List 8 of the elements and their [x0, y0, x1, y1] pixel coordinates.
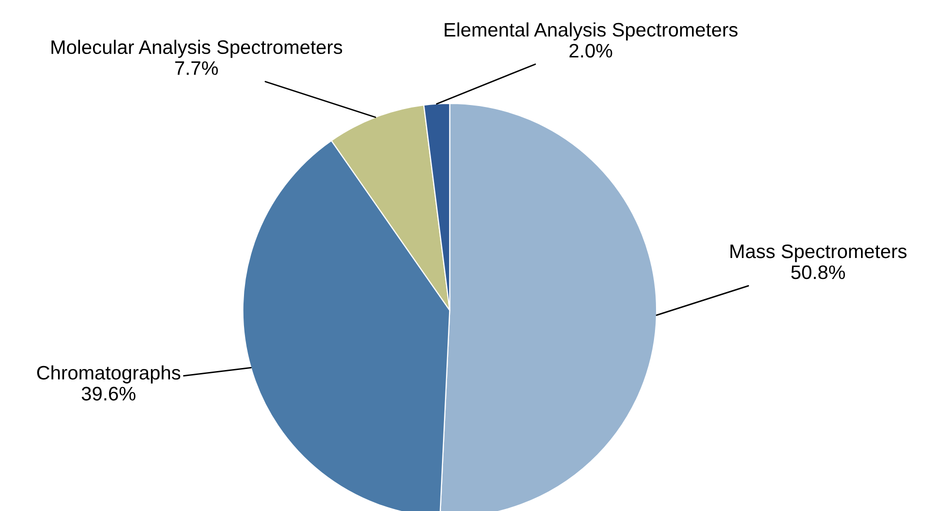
data-label: 50.8%: [791, 265, 845, 280]
data-label: 2.0%: [570, 44, 612, 58]
slice-label: Chromatographs: [37, 365, 180, 384]
data-label: 7.7%: [175, 61, 218, 75]
slice-label: Mass Spectrometers: [730, 244, 907, 262]
data-label: 39.6%: [82, 386, 136, 401]
slice-label: Molecular Analysis Spectrometers: [52, 40, 342, 58]
slice-label: Elemental Analysis Spectrometers: [444, 22, 738, 40]
